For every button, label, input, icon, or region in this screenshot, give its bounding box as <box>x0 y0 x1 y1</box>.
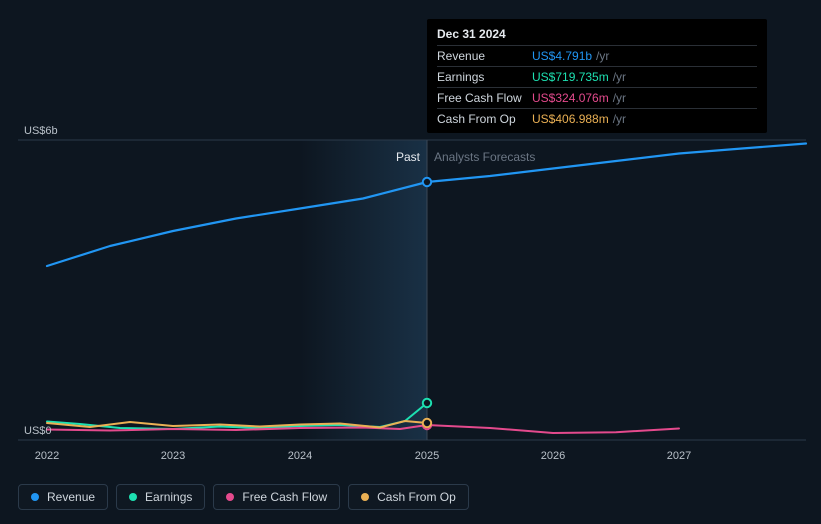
x-axis-tick-label: 2026 <box>541 450 565 462</box>
tooltip-row-value: US$324.076m <box>532 91 609 105</box>
x-axis-tick-label: 2023 <box>161 450 185 462</box>
legend-item-label: Revenue <box>47 490 95 504</box>
y-axis-tick-label: US$0 <box>24 425 52 437</box>
legend-item-fcf[interactable]: Free Cash Flow <box>213 484 340 510</box>
past-label: Past <box>396 150 420 164</box>
tooltip-row: EarningsUS$719.735m/yr <box>437 66 757 87</box>
tooltip-row-value: US$4.791b <box>532 49 592 63</box>
tooltip-row: RevenueUS$4.791b/yr <box>437 45 757 66</box>
tooltip-row-value: US$719.735m <box>532 70 609 84</box>
x-axis-tick-label: 2024 <box>288 450 312 462</box>
tooltip-row-label: Cash From Op <box>437 112 532 126</box>
tooltip-row-unit: /yr <box>613 70 626 84</box>
tooltip-row-unit: /yr <box>596 49 609 63</box>
tooltip-row-value: US$406.988m <box>532 112 609 126</box>
tooltip-row: Free Cash FlowUS$324.076m/yr <box>437 87 757 108</box>
legend-item-earnings[interactable]: Earnings <box>116 484 205 510</box>
x-axis-tick-label: 2027 <box>667 450 691 462</box>
tooltip-row-label: Revenue <box>437 49 532 63</box>
tooltip-row-unit: /yr <box>613 112 626 126</box>
chart-legend: Revenue Earnings Free Cash Flow Cash From O… <box>18 484 469 510</box>
legend-item-label: Free Cash Flow <box>242 490 327 504</box>
tooltip-row-unit: /yr <box>613 91 626 105</box>
x-axis-tick-label: 2022 <box>35 450 59 462</box>
legend-item-revenue[interactable]: Revenue <box>18 484 108 510</box>
x-axis-tick-label: 2025 <box>415 450 439 462</box>
tooltip-row-label: Earnings <box>437 70 532 84</box>
legend-dot-icon <box>361 493 369 501</box>
legend-item-label: Earnings <box>145 490 192 504</box>
series-marker-earnings <box>423 399 431 407</box>
tooltip-date: Dec 31 2024 <box>437 27 757 41</box>
legend-dot-icon <box>226 493 234 501</box>
financials-chart: US$6bUS$0 202220232024202520262027 Past … <box>0 0 821 524</box>
legend-item-label: Cash From Op <box>377 490 456 504</box>
tooltip-row-label: Free Cash Flow <box>437 91 532 105</box>
legend-item-cfo[interactable]: Cash From Op <box>348 484 469 510</box>
legend-dot-icon <box>31 493 39 501</box>
y-axis-tick-label: US$6b <box>24 125 58 137</box>
tooltip-row: Cash From OpUS$406.988m/yr <box>437 108 757 129</box>
forecast-label: Analysts Forecasts <box>434 150 535 164</box>
legend-dot-icon <box>129 493 137 501</box>
chart-tooltip: Dec 31 2024 RevenueUS$4.791b/yrEarningsU… <box>427 19 767 133</box>
series-marker-cfo <box>423 419 431 427</box>
series-marker-revenue <box>423 178 431 186</box>
